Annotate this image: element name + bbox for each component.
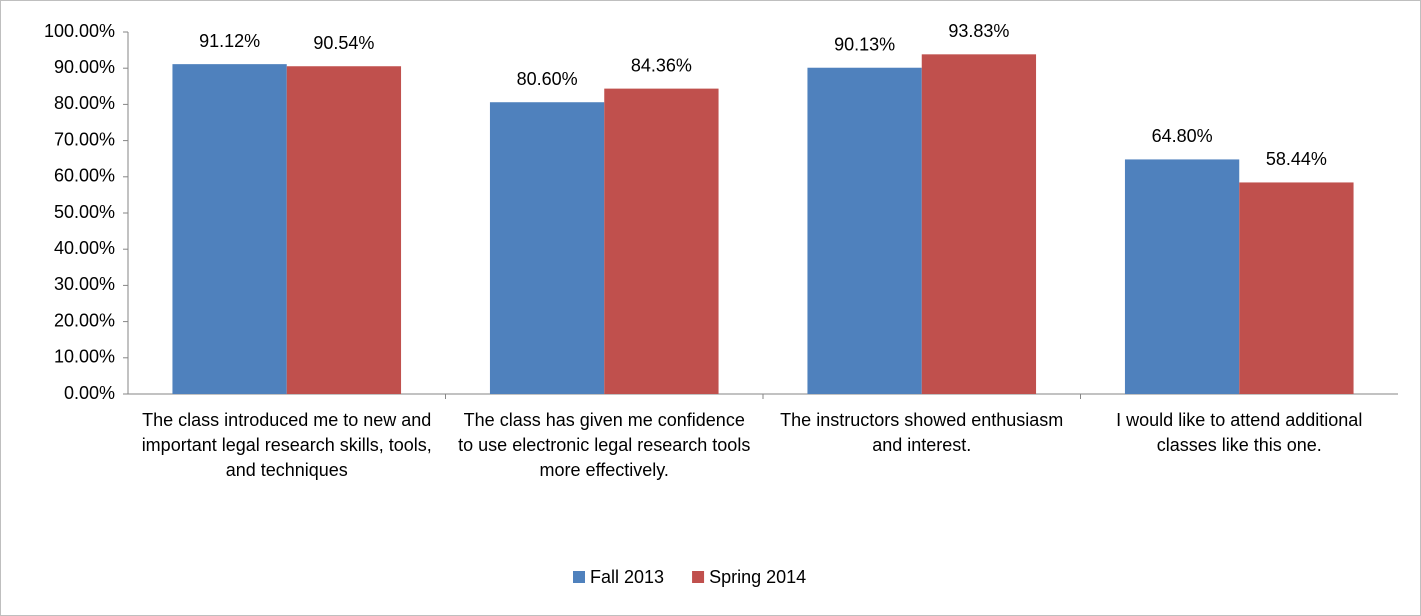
- bar: [286, 66, 402, 394]
- data-label: 58.44%: [1266, 149, 1327, 169]
- bar: [807, 67, 922, 394]
- data-label: 91.12%: [199, 31, 260, 51]
- y-tick-label: 40.00%: [54, 238, 115, 258]
- data-label: 93.83%: [948, 21, 1009, 41]
- legend-label: Spring 2014: [709, 567, 806, 587]
- y-tick-label: 10.00%: [54, 347, 115, 367]
- legend-label: Fall 2013: [590, 567, 664, 587]
- y-tick-label: 80.00%: [54, 93, 115, 113]
- bar: [604, 88, 719, 395]
- legend-swatch: [692, 571, 705, 583]
- data-label: 84.36%: [631, 55, 692, 75]
- y-tick-label: 100.00%: [44, 21, 115, 41]
- y-tick-label: 20.00%: [54, 310, 115, 330]
- y-tick-label: 70.00%: [54, 129, 115, 149]
- x-tick-label: The class introduced me to new and impor…: [141, 410, 432, 480]
- x-tick-label: The class has given me confidence to use…: [458, 410, 751, 480]
- data-label: 80.60%: [517, 69, 578, 89]
- bar: [489, 102, 605, 394]
- bar: [921, 54, 1037, 395]
- y-tick-label: 60.00%: [54, 166, 115, 186]
- x-tick-label: I would like to attend additional classe…: [1116, 410, 1363, 455]
- legend-swatch: [573, 571, 585, 583]
- bar: [1124, 159, 1240, 394]
- y-tick-label: 90.00%: [54, 57, 115, 77]
- y-tick-label: 50.00%: [54, 202, 115, 222]
- y-tick-label: 30.00%: [54, 274, 115, 294]
- data-label: 90.54%: [313, 33, 374, 53]
- x-tick-label: The instructors showed enthusiasm and in…: [780, 410, 1064, 455]
- data-label: 90.13%: [834, 34, 895, 54]
- bar: [1239, 182, 1354, 394]
- y-tick-label: 0.00%: [64, 383, 115, 403]
- data-label: 64.80%: [1152, 126, 1213, 146]
- bar: [172, 64, 287, 394]
